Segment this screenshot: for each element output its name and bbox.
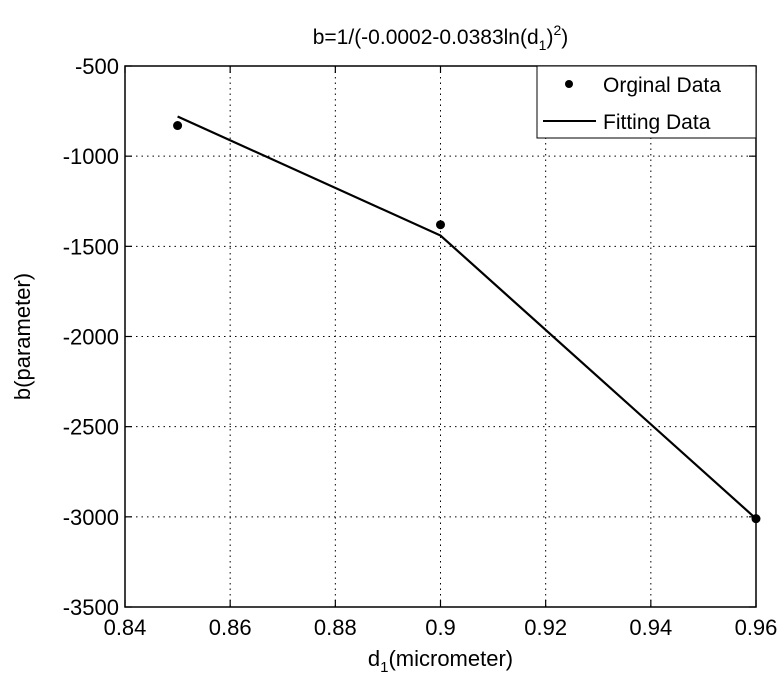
legend-marker-orginal-data [565,80,573,88]
x-tick-label: 0.86 [209,615,252,640]
chart-title-sup: 2 [553,22,561,38]
x-axis-label: d1(micrometer) [368,646,513,676]
legend-box [536,65,757,139]
x-axis-label-sub: 1 [380,659,388,676]
chart-title-end: ) [561,26,568,49]
legend-label-fitting-data: Fitting Data [603,111,711,134]
y-tick-label: -2000 [63,325,119,350]
x-tick-label: 0.92 [524,615,567,640]
x-tick-label: 0.84 [104,615,147,640]
y-tick-label: -3500 [63,595,119,620]
x-tick-label: 0.96 [735,615,778,640]
series-line-fitting-data [177,115,757,520]
y-axis-label: b(parameter) [10,273,35,400]
y-tick-labels: -3500 -3000 -2500 -2000 -1500 -1000 -500 [63,54,119,620]
data-point-orginal-data [751,514,761,524]
data-point-orginal-data [436,220,445,230]
grid [125,66,756,607]
chart-title-close: ) [546,26,553,49]
y-tick-label: -1500 [63,234,119,259]
x-tick-label: 0.9 [425,615,456,640]
x-tick-label: 0.94 [629,615,672,640]
chart-title-main: b=1/(-0.0002-0.0383ln(d [313,26,539,49]
legend: Orginal Data Fitting Data [536,65,757,139]
y-tick-label: -1000 [63,144,119,169]
x-tick-labels: 0.84 0.86 0.88 0.9 0.92 0.94 0.96 [104,615,778,640]
series [173,115,761,524]
chart-title: b=1/(-0.0002-0.0383ln(d1)2) [313,22,569,53]
y-tick-label: -2500 [63,415,119,440]
chart-title-sub: 1 [539,37,547,53]
legend-label-orginal-data: Orginal Data [603,74,721,97]
y-tick-label: -500 [75,54,119,79]
x-axis-label-main: d [368,646,380,671]
y-tick-label: -3000 [63,505,119,530]
data-point-orginal-data [173,121,183,131]
x-tick-label: 0.88 [314,615,357,640]
x-axis-label-rest: (micrometer) [388,646,513,671]
